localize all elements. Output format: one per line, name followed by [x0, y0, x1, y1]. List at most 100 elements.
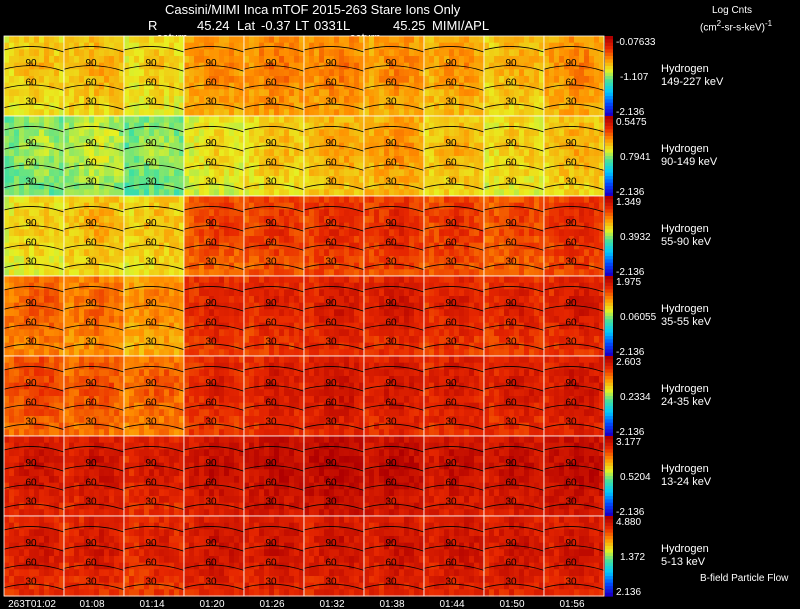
contour-line: [123, 103, 185, 110]
heatmap-cell: [144, 222, 150, 230]
heatmap-cell: [559, 262, 565, 270]
heatmap-cell: [59, 209, 65, 217]
heatmap-cell: [19, 49, 25, 57]
heatmap-cell: [509, 76, 515, 84]
heatmap-cell: [374, 269, 380, 277]
heatmap-cell: [449, 182, 455, 190]
heatmap-cell: [459, 82, 465, 90]
heatmap-cell: [49, 69, 55, 77]
heatmap-cell: [584, 189, 590, 197]
heatmap-cell: [114, 242, 120, 250]
heatmap-cell: [34, 209, 40, 217]
heatmap-cell: [354, 149, 360, 157]
heatmap-cell: [584, 149, 590, 157]
heatmap-cell: [79, 89, 85, 97]
heatmap-cell: [574, 196, 580, 204]
heatmap-cell: [44, 196, 50, 204]
heatmap-cell: [94, 36, 100, 44]
heatmap-cell: [259, 209, 265, 217]
contour-label: 30: [85, 177, 97, 188]
heatmap-cell: [364, 96, 370, 104]
heatmap-cell: [254, 102, 260, 110]
heatmap-cell: [59, 76, 65, 84]
heatmap-cell: [554, 189, 560, 197]
heatmap-cell: [29, 89, 35, 97]
heatmap-cell: [44, 276, 50, 284]
heatmap-cell: [89, 36, 95, 44]
heatmap-cell: [304, 249, 310, 257]
heatmap-cell: [139, 136, 145, 144]
colorbar-segment: [605, 92, 613, 97]
colorbar-min-label: -2.136: [616, 107, 645, 118]
heatmap-cell: [529, 209, 535, 217]
contour-line: [483, 103, 545, 110]
heatmap-cell: [284, 156, 290, 164]
heatmap-cell: [19, 96, 25, 104]
heatmap-cell: [429, 256, 435, 264]
heatmap-cell: [64, 262, 70, 270]
heatmap-cell: [164, 129, 170, 137]
heatmap-cell: [594, 42, 600, 50]
heatmap-cell: [354, 42, 360, 50]
heatmap-cell: [129, 122, 135, 130]
heatmap-cell: [334, 49, 340, 57]
heatmap-cell: [269, 156, 275, 164]
heatmap-cell: [204, 62, 210, 70]
heatmap-panel: [304, 116, 365, 197]
heatmap-cell: [194, 42, 200, 50]
heatmap-cell: [544, 229, 550, 237]
heatmap-cell: [9, 236, 15, 244]
heatmap-cell: [9, 69, 15, 77]
heatmap-cell: [259, 269, 265, 277]
heatmap-cell: [54, 42, 60, 50]
heatmap-cell: [224, 262, 230, 270]
heatmap-cell: [34, 249, 40, 257]
heatmap-cell: [254, 189, 260, 197]
heatmap-cell: [399, 256, 405, 264]
heatmap-cell: [564, 149, 570, 157]
heatmap-cell: [224, 122, 230, 130]
heatmap-cell: [264, 149, 270, 157]
heatmap-cell: [424, 129, 430, 137]
heatmap-cell: [494, 69, 500, 77]
heatmap-cell: [34, 162, 40, 170]
contour-label: 90: [25, 298, 37, 309]
heatmap-cell: [174, 229, 180, 237]
heatmap-cell: [179, 109, 185, 117]
heatmap-cell: [94, 142, 100, 150]
heatmap-cell: [409, 49, 415, 57]
colorbar-segment: [605, 222, 613, 227]
heatmap-cell: [224, 109, 230, 117]
heatmap-cell: [599, 96, 605, 104]
heatmap-cell: [539, 109, 545, 117]
heatmap-cell: [484, 176, 490, 184]
heatmap-cell: [369, 42, 375, 50]
heatmap-cell: [159, 136, 165, 144]
heatmap-cell: [239, 142, 245, 150]
heatmap-cell: [19, 196, 25, 204]
heatmap-cell: [94, 176, 100, 184]
heatmap-cell: [544, 249, 550, 257]
colorbar-segment: [605, 166, 613, 170]
heatmap-cell: [504, 129, 510, 137]
heatmap-cell: [164, 136, 170, 144]
heatmap-cell: [464, 269, 470, 277]
contour-label: 90: [505, 58, 517, 69]
heatmap-cell: [429, 156, 435, 164]
heatmap-cell: [134, 249, 140, 257]
heatmap-cell: [304, 142, 310, 150]
heatmap-cell: [154, 256, 160, 264]
heatmap-cell: [599, 149, 605, 157]
heatmap-cell: [204, 196, 210, 204]
heatmap-cell: [54, 256, 60, 264]
heatmap-cell: [204, 136, 210, 144]
heatmap-cell: [304, 62, 310, 70]
heatmap-cell: [84, 182, 90, 190]
heatmap-cell: [554, 76, 560, 84]
heatmap-cell: [99, 249, 105, 257]
heatmap-cell: [34, 156, 40, 164]
heatmap-cell: [39, 56, 45, 64]
heatmap-cell: [64, 216, 70, 224]
heatmap-cell: [384, 36, 390, 44]
heatmap-cell: [249, 69, 255, 77]
